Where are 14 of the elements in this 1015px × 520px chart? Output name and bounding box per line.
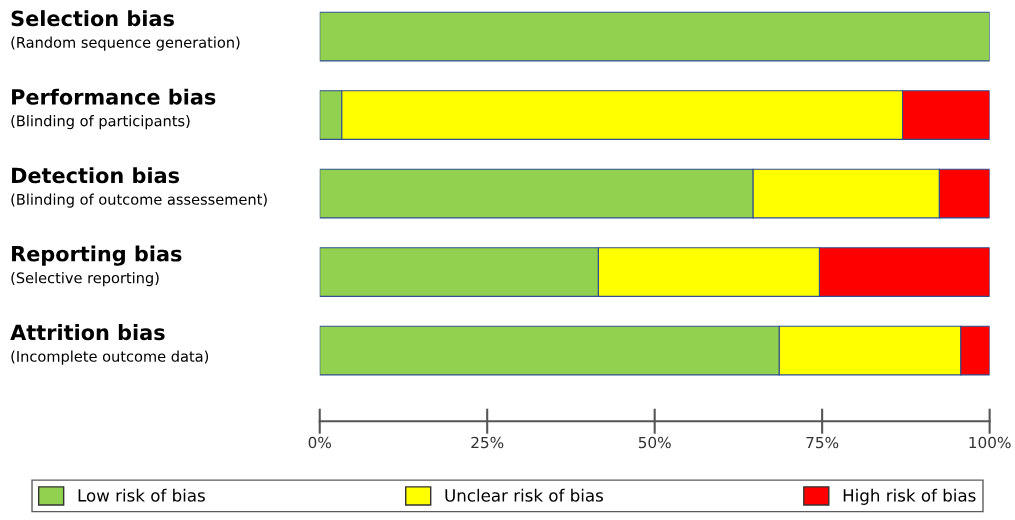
x-tick-label: 25% bbox=[471, 436, 504, 449]
legend-label: Unclear risk of bias bbox=[445, 488, 603, 502]
legend-label: Low risk of bias bbox=[78, 488, 205, 502]
y-tick-label: Detection bias (Blinding of outcome assessement) bbox=[11, 167, 267, 208]
legend-label: High risk of bias bbox=[843, 488, 976, 505]
y-tick-label: Reporting bias (Selective reporting) bbox=[11, 245, 182, 287]
x-tick-label: 75% bbox=[806, 436, 839, 449]
x-tick-label: 50% bbox=[638, 436, 671, 449]
bar bbox=[319, 11, 990, 62]
x-tick-label: 0% bbox=[308, 436, 331, 449]
y-tick-label: Attrition bias (Incomplete outcome data) bbox=[10, 324, 209, 365]
x-tick-label: 100% bbox=[969, 436, 1011, 449]
y-tick-label: Performance bias (Blinding of participants) bbox=[11, 88, 216, 130]
y-tick-label: Selection bias (Random sequence generation) bbox=[11, 10, 240, 51]
